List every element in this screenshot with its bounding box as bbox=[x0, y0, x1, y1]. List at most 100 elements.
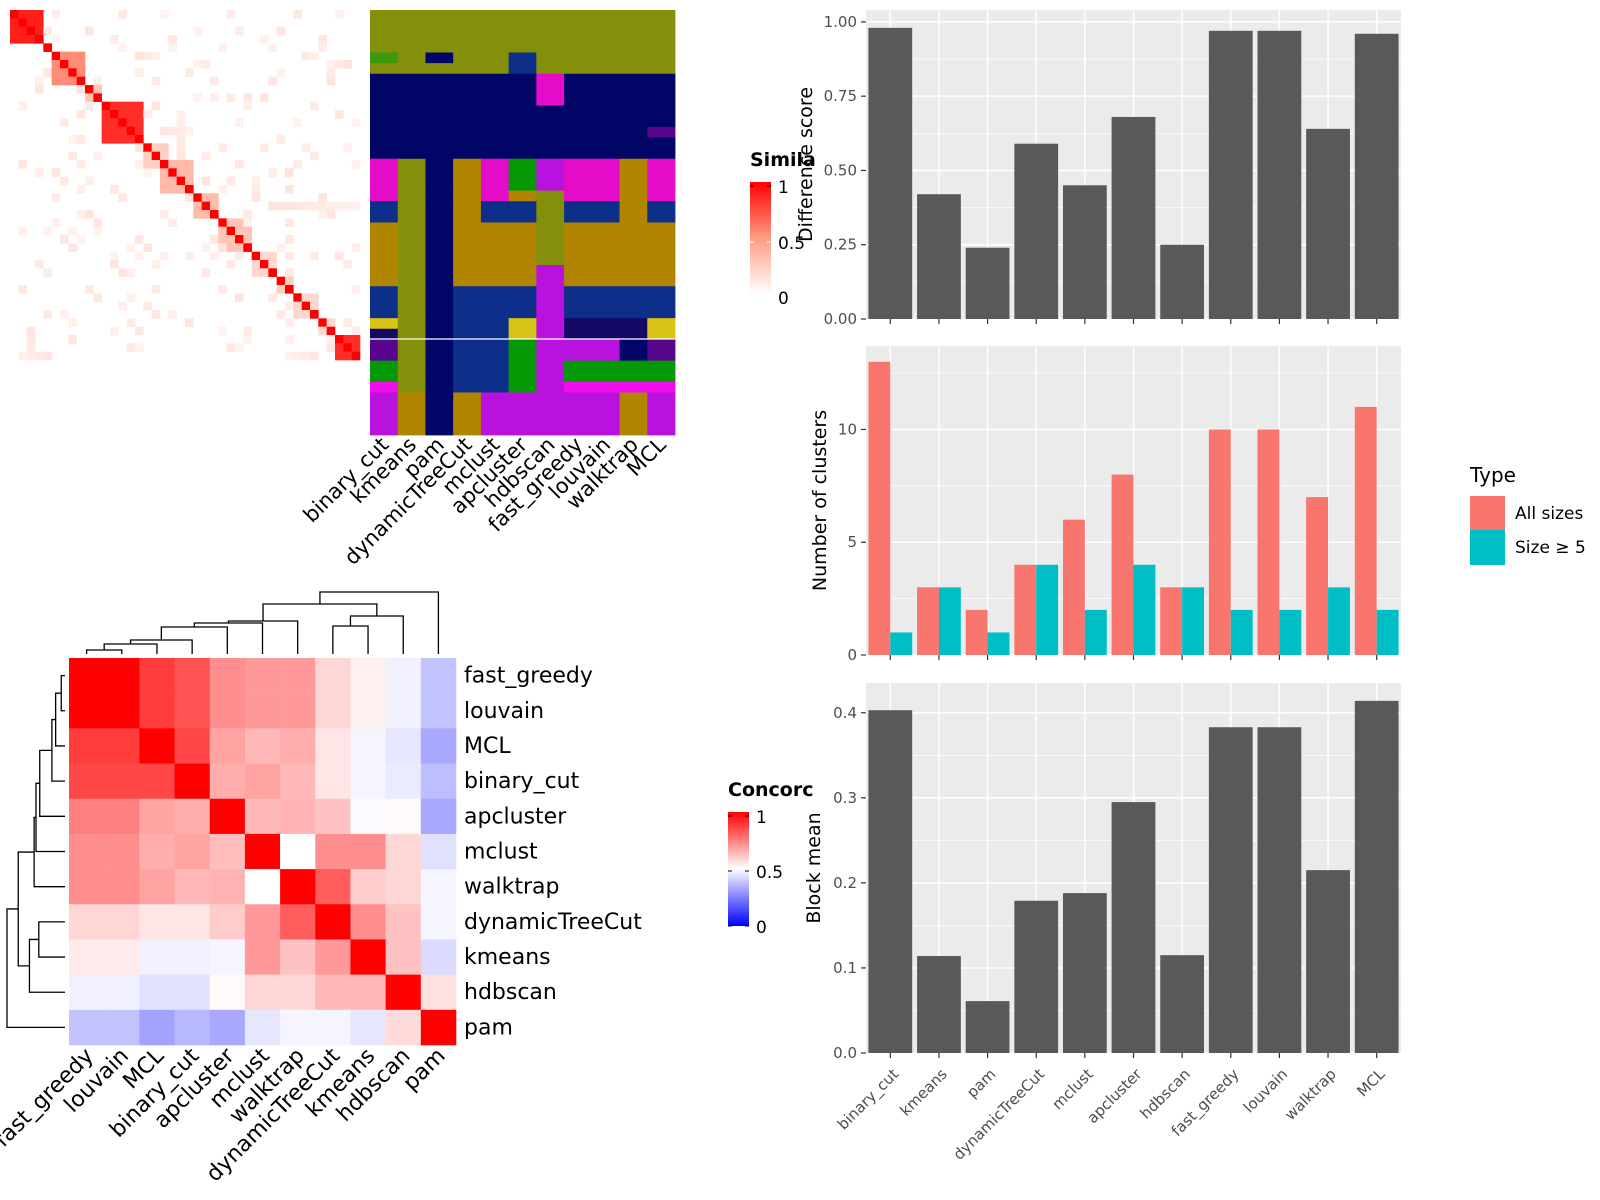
assignment-cell bbox=[480, 126, 510, 138]
bar bbox=[1014, 143, 1059, 319]
similarity-legend-tick-05: 0.5 bbox=[778, 234, 805, 254]
similarity-cell bbox=[76, 235, 86, 244]
assignment-cell bbox=[397, 392, 426, 436]
assignment-cell bbox=[453, 381, 482, 393]
assignment-cell bbox=[619, 52, 648, 64]
bar bbox=[1257, 727, 1302, 1053]
similarity-cell bbox=[10, 35, 19, 44]
similarity-cell bbox=[135, 101, 144, 111]
similarity-cell bbox=[285, 218, 294, 227]
similarity-cell bbox=[301, 301, 311, 311]
similarity-cell bbox=[185, 126, 194, 136]
similarity-cell bbox=[310, 201, 319, 211]
y-tick-label: 5 bbox=[847, 533, 857, 551]
similarity-cell bbox=[60, 118, 69, 127]
concordance-row-label: fast_greedy bbox=[464, 664, 593, 689]
assignment-cell bbox=[508, 318, 537, 330]
similarity-cell bbox=[276, 276, 286, 286]
similarity-cell bbox=[185, 160, 194, 169]
bar bbox=[1160, 955, 1205, 1053]
similarity-cell bbox=[293, 301, 302, 311]
assignment-cell bbox=[453, 339, 482, 362]
similarity-cell bbox=[51, 51, 61, 61]
assignment-cell bbox=[397, 265, 426, 287]
similarity-cell bbox=[301, 310, 311, 319]
similarity-cell bbox=[235, 235, 244, 244]
concordance-cell bbox=[315, 869, 351, 905]
assignment-cell bbox=[619, 381, 648, 393]
similarity-cell bbox=[343, 318, 352, 327]
similarity-cell bbox=[60, 310, 69, 319]
similarity-cell bbox=[126, 293, 136, 302]
concordance-cell bbox=[69, 939, 105, 975]
similarity-cell bbox=[18, 160, 27, 169]
y-tick-label: 0.00 bbox=[824, 310, 857, 328]
similarity-cell bbox=[43, 43, 52, 52]
similarity-cell bbox=[110, 251, 119, 261]
assignment-cell bbox=[397, 10, 426, 53]
similarity-cell bbox=[68, 243, 77, 252]
assignment-cell bbox=[480, 201, 510, 223]
assignment-cell bbox=[536, 201, 565, 223]
similarity-cell bbox=[285, 276, 294, 286]
similarity-cell bbox=[101, 110, 111, 119]
assignment-cell bbox=[453, 52, 482, 64]
similarity-cell bbox=[68, 135, 77, 144]
assignment-cell bbox=[425, 73, 454, 107]
similarity-cell bbox=[293, 310, 302, 319]
assignment-cell bbox=[397, 105, 426, 128]
concordance-cell bbox=[104, 693, 140, 729]
similarity-cell bbox=[51, 168, 61, 177]
assignment-cell bbox=[370, 137, 399, 160]
similarity-cell bbox=[118, 301, 127, 311]
assignment-cell bbox=[619, 392, 648, 436]
similarity-cell bbox=[160, 151, 169, 161]
assignment-cell bbox=[453, 360, 482, 383]
similarity-cell bbox=[135, 160, 144, 169]
assignment-cell bbox=[591, 381, 620, 393]
assignment-cell bbox=[370, 339, 399, 362]
similarity-cell bbox=[326, 318, 336, 327]
row-dendrogram-branch bbox=[38, 921, 65, 958]
assignment-cell bbox=[508, 265, 537, 287]
cluster-assignment-grid bbox=[370, 10, 676, 436]
y-tick-label: 0.3 bbox=[833, 789, 857, 807]
similarity-cell bbox=[268, 76, 277, 86]
similarity-cell bbox=[326, 68, 336, 77]
y-tick-label: 0.4 bbox=[833, 704, 857, 722]
similarity-cell bbox=[293, 293, 302, 302]
concordance-cell bbox=[385, 763, 422, 800]
concordance-cell bbox=[280, 974, 316, 1011]
assignment-cell bbox=[591, 222, 620, 266]
concordance-cell bbox=[209, 869, 246, 905]
assignment-cell bbox=[647, 63, 676, 75]
similarity-cell bbox=[326, 210, 336, 219]
concordance-row-label: kmeans bbox=[464, 945, 551, 970]
assignment-cell bbox=[480, 10, 510, 53]
similarity-cell bbox=[110, 35, 119, 44]
similarity-cell bbox=[243, 210, 252, 219]
bar-all-sizes bbox=[1257, 429, 1280, 655]
assignment-cell bbox=[397, 201, 426, 223]
concordance-cell bbox=[209, 904, 246, 940]
similarity-cell bbox=[18, 101, 27, 111]
assignment-cell bbox=[591, 339, 620, 362]
similarity-cell bbox=[126, 268, 136, 277]
assignment-cell bbox=[425, 63, 454, 75]
similarity-cell bbox=[51, 193, 61, 202]
concordance-row-label: binary_cut bbox=[464, 769, 580, 794]
bar-size-ge5 bbox=[890, 632, 913, 655]
similarity-cell bbox=[310, 310, 319, 319]
assignment-cell bbox=[619, 360, 648, 383]
similarity-cell bbox=[326, 60, 336, 69]
similarity-cell bbox=[93, 85, 102, 94]
assignment-cell bbox=[425, 137, 454, 160]
similarity-cell bbox=[160, 176, 169, 186]
concordance-cell bbox=[315, 974, 351, 1011]
similarity-cell bbox=[143, 110, 152, 119]
similarity-cell bbox=[35, 351, 44, 361]
concordance-cell bbox=[420, 939, 457, 975]
similarity-cell bbox=[243, 101, 252, 111]
similarity-cell bbox=[160, 143, 169, 152]
